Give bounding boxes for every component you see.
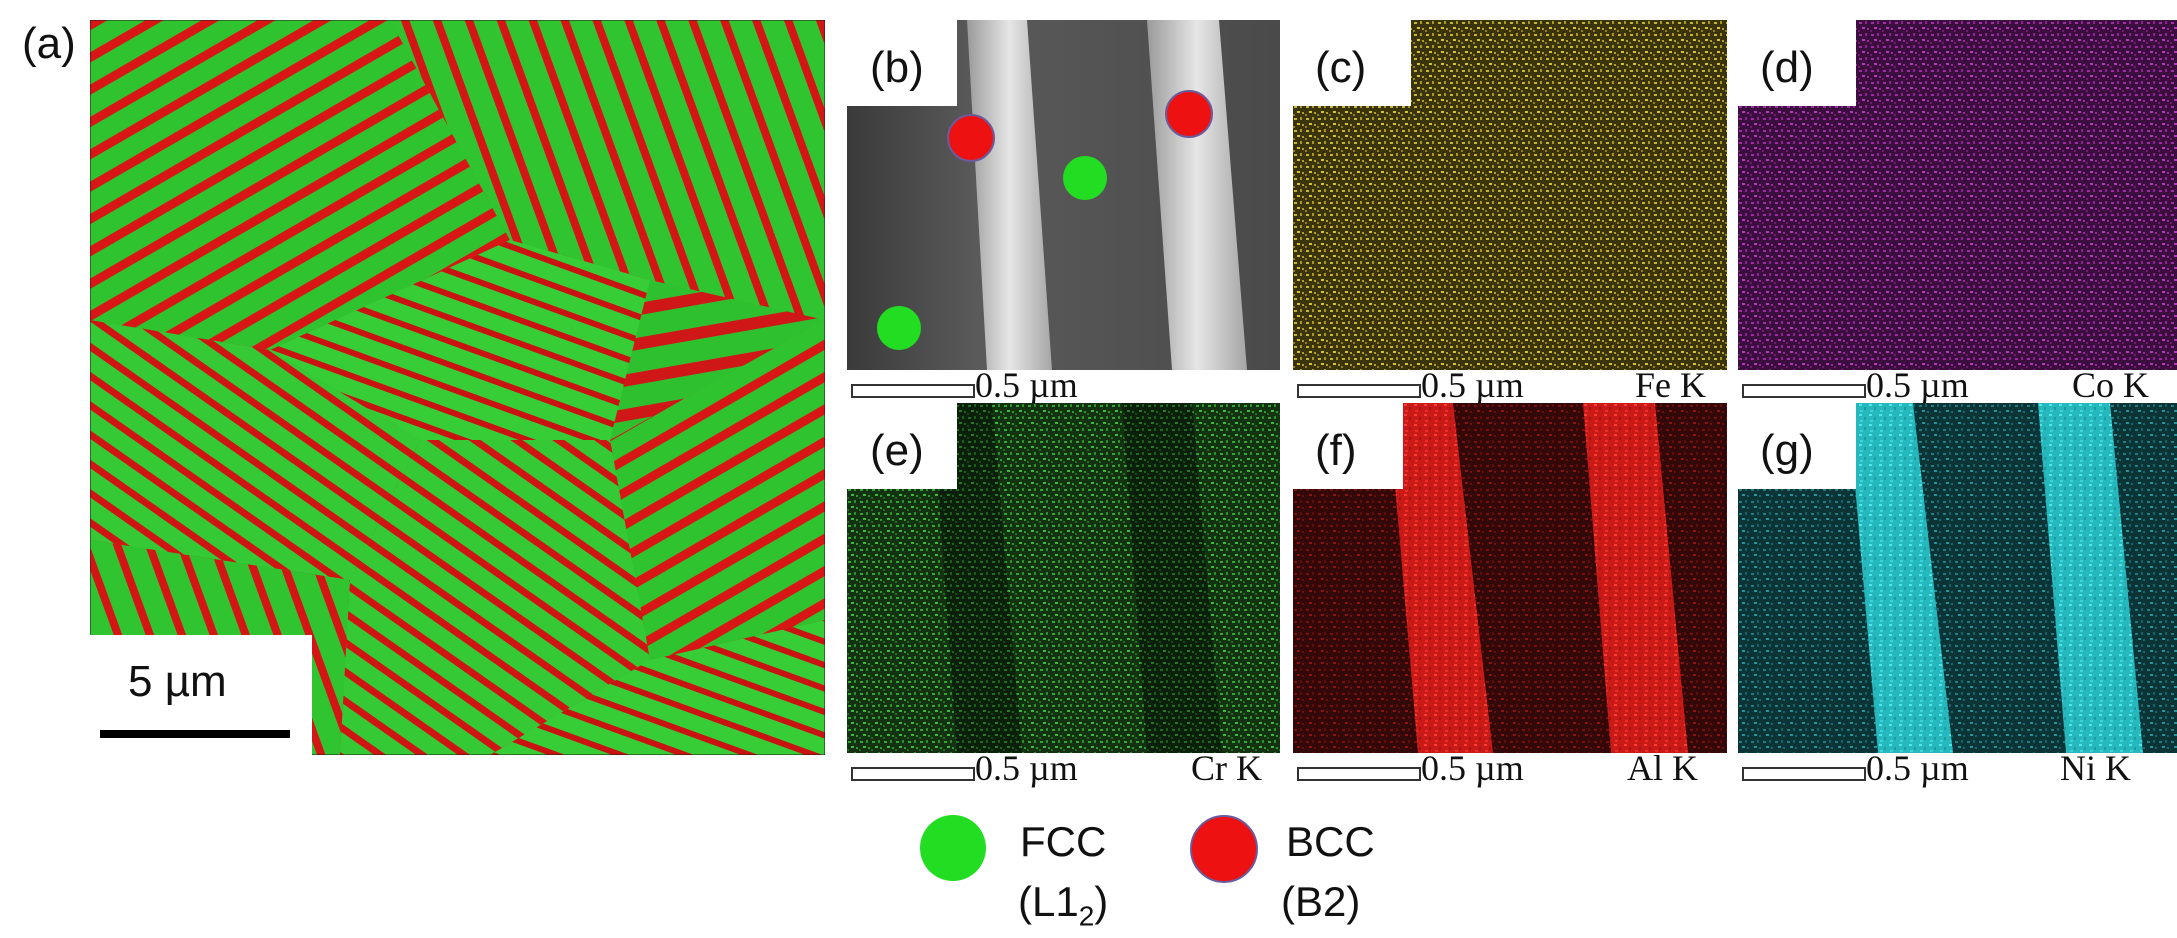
scale-bar <box>1742 384 1866 398</box>
legend-fcc-sub: (L12) <box>1018 878 1109 932</box>
phase-map-image <box>90 20 825 755</box>
legend-bcc-swatch <box>1190 815 1258 883</box>
panel-a-scale-label: 5 µm <box>128 657 227 706</box>
ni-map <box>1738 403 2177 753</box>
scale-value: 0.5 µm <box>1866 365 1969 405</box>
fcc-marker <box>877 306 921 350</box>
panel-b-label: (b) <box>870 43 924 92</box>
scale-bar <box>1297 384 1421 398</box>
scale-bar <box>851 767 975 781</box>
bcc-marker <box>1165 90 1213 138</box>
scale-bar <box>851 384 975 398</box>
panel-c-label-box <box>1293 20 1411 106</box>
panel-e-label-box <box>847 403 957 489</box>
panel-e-scalebar: 0.5 µm Cr K <box>851 748 1276 789</box>
element-label: Al K <box>1627 748 1698 788</box>
element-label: Co K <box>2072 365 2150 405</box>
panel-g-label-box <box>1738 403 1856 489</box>
panel-c-scalebar: 0.5 µm Fe K <box>1297 365 1727 406</box>
legend-bcc-sub: (B2) <box>1281 878 1361 925</box>
scale-value: 0.5 µm <box>1421 748 1524 788</box>
panel-g-scalebar: 0.5 µm Ni K <box>1742 748 2172 789</box>
panel-d-label-box <box>1738 20 1856 106</box>
phase-map-svg <box>90 20 825 755</box>
legend-bcc-name: BCC <box>1286 818 1375 865</box>
bcc-marker <box>947 114 995 162</box>
scale-value: 0.5 µm <box>1866 748 1969 788</box>
panel-f-scalebar: 0.5 µm Al K <box>1297 748 1727 789</box>
panel-f-label: (f) <box>1315 426 1357 475</box>
scale-bar <box>1297 767 1421 781</box>
element-label: Fe K <box>1635 365 1706 405</box>
scale-value: 0.5 µm <box>1421 365 1524 405</box>
panel-b-scalebar: 0.5 µm <box>851 365 1271 406</box>
panel-f-label-box <box>1293 403 1403 489</box>
panel-d-label: (d) <box>1760 43 1814 92</box>
legend-fcc-swatch <box>920 815 986 881</box>
scale-bar <box>1742 767 1866 781</box>
scale-value: 0.5 µm <box>975 365 1078 405</box>
element-label: Ni K <box>2060 748 2131 788</box>
panel-g-label: (g) <box>1760 426 1814 475</box>
panel-a-scale-bar <box>100 730 290 738</box>
panel-a-label: (a) <box>22 19 76 68</box>
scale-value: 0.5 µm <box>975 748 1078 788</box>
panel-b-label-box <box>847 20 957 106</box>
panel-e-label: (e) <box>870 426 924 475</box>
fcc-marker <box>1063 156 1107 200</box>
element-label: Cr K <box>1191 748 1262 788</box>
panel-d-scalebar: 0.5 µm Co K <box>1742 365 2172 406</box>
panel-a-scale-box: 5 µm <box>90 635 312 755</box>
legend-fcc-name: FCC <box>1020 818 1107 865</box>
panel-c-label: (c) <box>1315 43 1367 92</box>
